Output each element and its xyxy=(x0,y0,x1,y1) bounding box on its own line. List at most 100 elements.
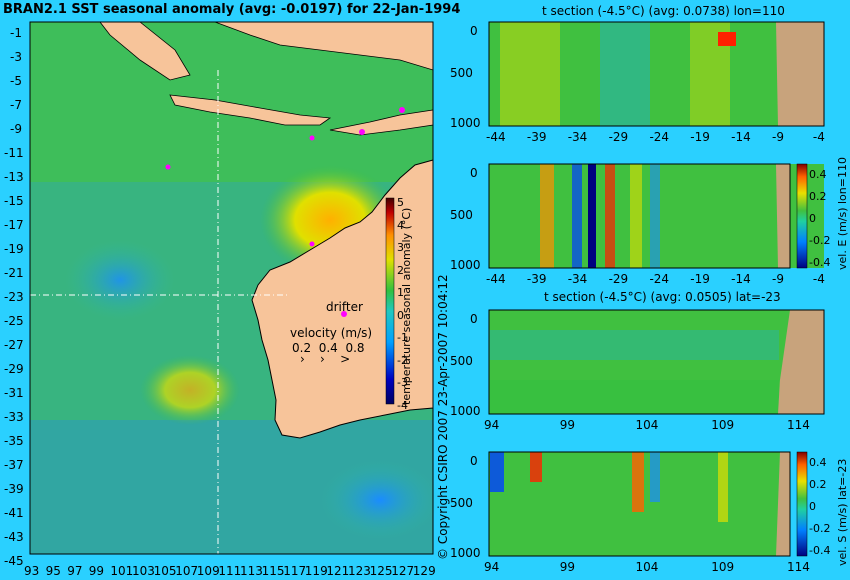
panel-2-cbar-label: vel. E (m/s) lon=110 xyxy=(836,157,849,270)
panel-2-x-tick: -34 xyxy=(567,272,588,286)
map-lat-tick: -3 xyxy=(10,50,22,64)
temp-colorbar-tick: 5 xyxy=(397,196,404,209)
map-lat-tick: -35 xyxy=(4,434,24,448)
map-lat-tick: -13 xyxy=(4,170,24,184)
sst-map xyxy=(29,21,440,555)
map-lat-tick: -15 xyxy=(4,194,24,208)
panel-1-x-tick: -4 xyxy=(812,130,825,144)
panel-1-y-tick: 1000 xyxy=(450,116,481,130)
panel-2-cbar-tick: -0.4 xyxy=(809,256,831,269)
velocity-arrows: › › > xyxy=(300,352,351,366)
velocity-scale-values: 0.2 0.4 0.8 xyxy=(292,341,365,355)
vel-e-colorbar xyxy=(796,163,808,269)
panel-4-x-tick: 109 xyxy=(711,560,735,574)
map-lon-tick: 115 xyxy=(261,564,285,578)
panel-4-x-tick: 99 xyxy=(559,560,576,574)
temp-colorbar-tick: 3 xyxy=(397,241,404,254)
temp-colorbar-tick: 1 xyxy=(397,286,404,299)
map-lat-tick: -41 xyxy=(4,506,24,520)
panel-4-cbar-tick: -0.4 xyxy=(809,544,831,557)
map-lat-tick: -7 xyxy=(10,98,22,112)
panel-1-x-tick: -9 xyxy=(772,130,784,144)
map-frame xyxy=(29,21,434,555)
map-lon-tick: 101 xyxy=(110,564,134,578)
panel-1-y-tick: 0 xyxy=(470,24,478,38)
panel-2-cbar-tick: 0.2 xyxy=(809,190,827,203)
panel-2-cbar-tick: -0.2 xyxy=(809,234,831,247)
map-lat-tick: -39 xyxy=(4,482,24,496)
map-lat-tick: -33 xyxy=(4,410,24,424)
panel-2-x-tick: -44 xyxy=(486,272,506,286)
panel-1-x-tick: -19 xyxy=(690,130,710,144)
panel-4-cbar-tick: -0.2 xyxy=(809,522,831,535)
panel-2-x-tick: -4 xyxy=(812,272,825,286)
panel-2-x-tick: -9 xyxy=(772,272,784,286)
panel-3-y-tick: 1000 xyxy=(450,404,481,418)
panel-1-land xyxy=(776,22,824,126)
java-landmass xyxy=(169,94,332,126)
map-lat-tick: -23 xyxy=(4,290,24,304)
map-lon-tick: 105 xyxy=(153,564,177,578)
panel-2-x-tick: -29 xyxy=(608,272,629,286)
panel-3-title: t section (-4.5°C) (avg: 0.0505) lat=-23 xyxy=(544,290,781,304)
panel-1-y-tick: 500 xyxy=(450,66,473,80)
panel-2-y-tick: 0 xyxy=(470,166,478,180)
map-lon-tick: 109 xyxy=(196,564,220,578)
map-lat-tick: -1 xyxy=(10,26,22,40)
panel-4-cbar-tick: 0.2 xyxy=(809,478,827,491)
map-lon-tick: 121 xyxy=(326,564,350,578)
panel-4-cbar-label: vel. S (m/s) lat=-23 xyxy=(836,458,849,566)
map-lat-tick: -45 xyxy=(4,554,24,568)
map-lat-tick: -9 xyxy=(10,122,22,136)
map-lon-tick: 97 xyxy=(67,564,83,578)
map-lat-tick: -17 xyxy=(4,218,24,232)
panel-3-x-tick: 109 xyxy=(711,418,735,432)
panel-3-x-tick: 104 xyxy=(635,418,659,432)
map-lon-tick: 95 xyxy=(45,564,61,578)
panel-2-y-tick: 1000 xyxy=(450,258,481,272)
panel-3-x-tick: 99 xyxy=(559,418,576,432)
panel-3-x-tick: 94 xyxy=(484,418,500,432)
panel-2-land xyxy=(776,164,790,268)
panel-4-y-tick: 500 xyxy=(450,496,473,510)
map-lon-tick: 129 xyxy=(412,564,436,578)
panel-4-y-tick: 1000 xyxy=(450,546,481,560)
velocity-label: velocity (m/s) xyxy=(290,326,373,340)
panel-1-field xyxy=(489,22,824,126)
map-lon-tick: 99 xyxy=(88,564,105,578)
panel-2-cbar-tick: 0 xyxy=(809,212,816,225)
temp-colorbar-tick: -2 xyxy=(397,353,408,367)
map-lon-tick: 123 xyxy=(348,564,371,578)
panel-3-land xyxy=(778,310,824,414)
panel-4-x-tick: 94 xyxy=(484,560,500,574)
temp-colorbar-tick: 0 xyxy=(397,308,404,322)
temp-colorbar-tick: -4 xyxy=(397,398,408,412)
temp-colorbar xyxy=(385,197,395,405)
map-lat-tick: -29 xyxy=(4,362,24,376)
map-lat-tick: -21 xyxy=(4,266,24,280)
panel-4-x-tick: 114 xyxy=(787,560,810,574)
map-lat-tick: -5 xyxy=(10,74,22,88)
panel-2-x-tick: -24 xyxy=(649,272,670,286)
panel-1-x-tick: -44 xyxy=(486,130,506,144)
panel-3-y-tick: 0 xyxy=(470,312,478,326)
sumatra-java-landmass xyxy=(99,21,191,81)
map-lon-tick: 117 xyxy=(283,564,307,578)
map-lon-tick: 127 xyxy=(391,564,415,578)
map-lat-tick: -37 xyxy=(4,458,24,472)
map-lon-tick: 93 xyxy=(24,564,40,578)
panel-4-y-tick: 0 xyxy=(470,454,478,468)
map-lat-tick: -11 xyxy=(4,146,24,160)
panel-3-x-tick: 114 xyxy=(787,418,810,432)
map-title: BRAN2.1 SST seasonal anomaly (avg: -0.01… xyxy=(3,2,461,17)
map-lat-tick: -43 xyxy=(4,530,24,544)
temp-colorbar-label: temperature seasonal anomaly (°C) xyxy=(400,207,413,405)
map-lon-tick: 119 xyxy=(304,564,328,578)
cool-anomaly xyxy=(320,460,440,540)
temp-colorbar-tick: -3 xyxy=(397,376,408,389)
panel-2-x-tick: -39 xyxy=(526,272,547,286)
panel-1-title: t section (-4.5°C) (avg: 0.0738) lon=110 xyxy=(542,4,785,18)
panel-1-x-tick: -24 xyxy=(649,130,670,144)
panel-2-cbar-tick: 0.4 xyxy=(809,168,827,181)
panel-2-x-tick: -19 xyxy=(690,272,710,286)
